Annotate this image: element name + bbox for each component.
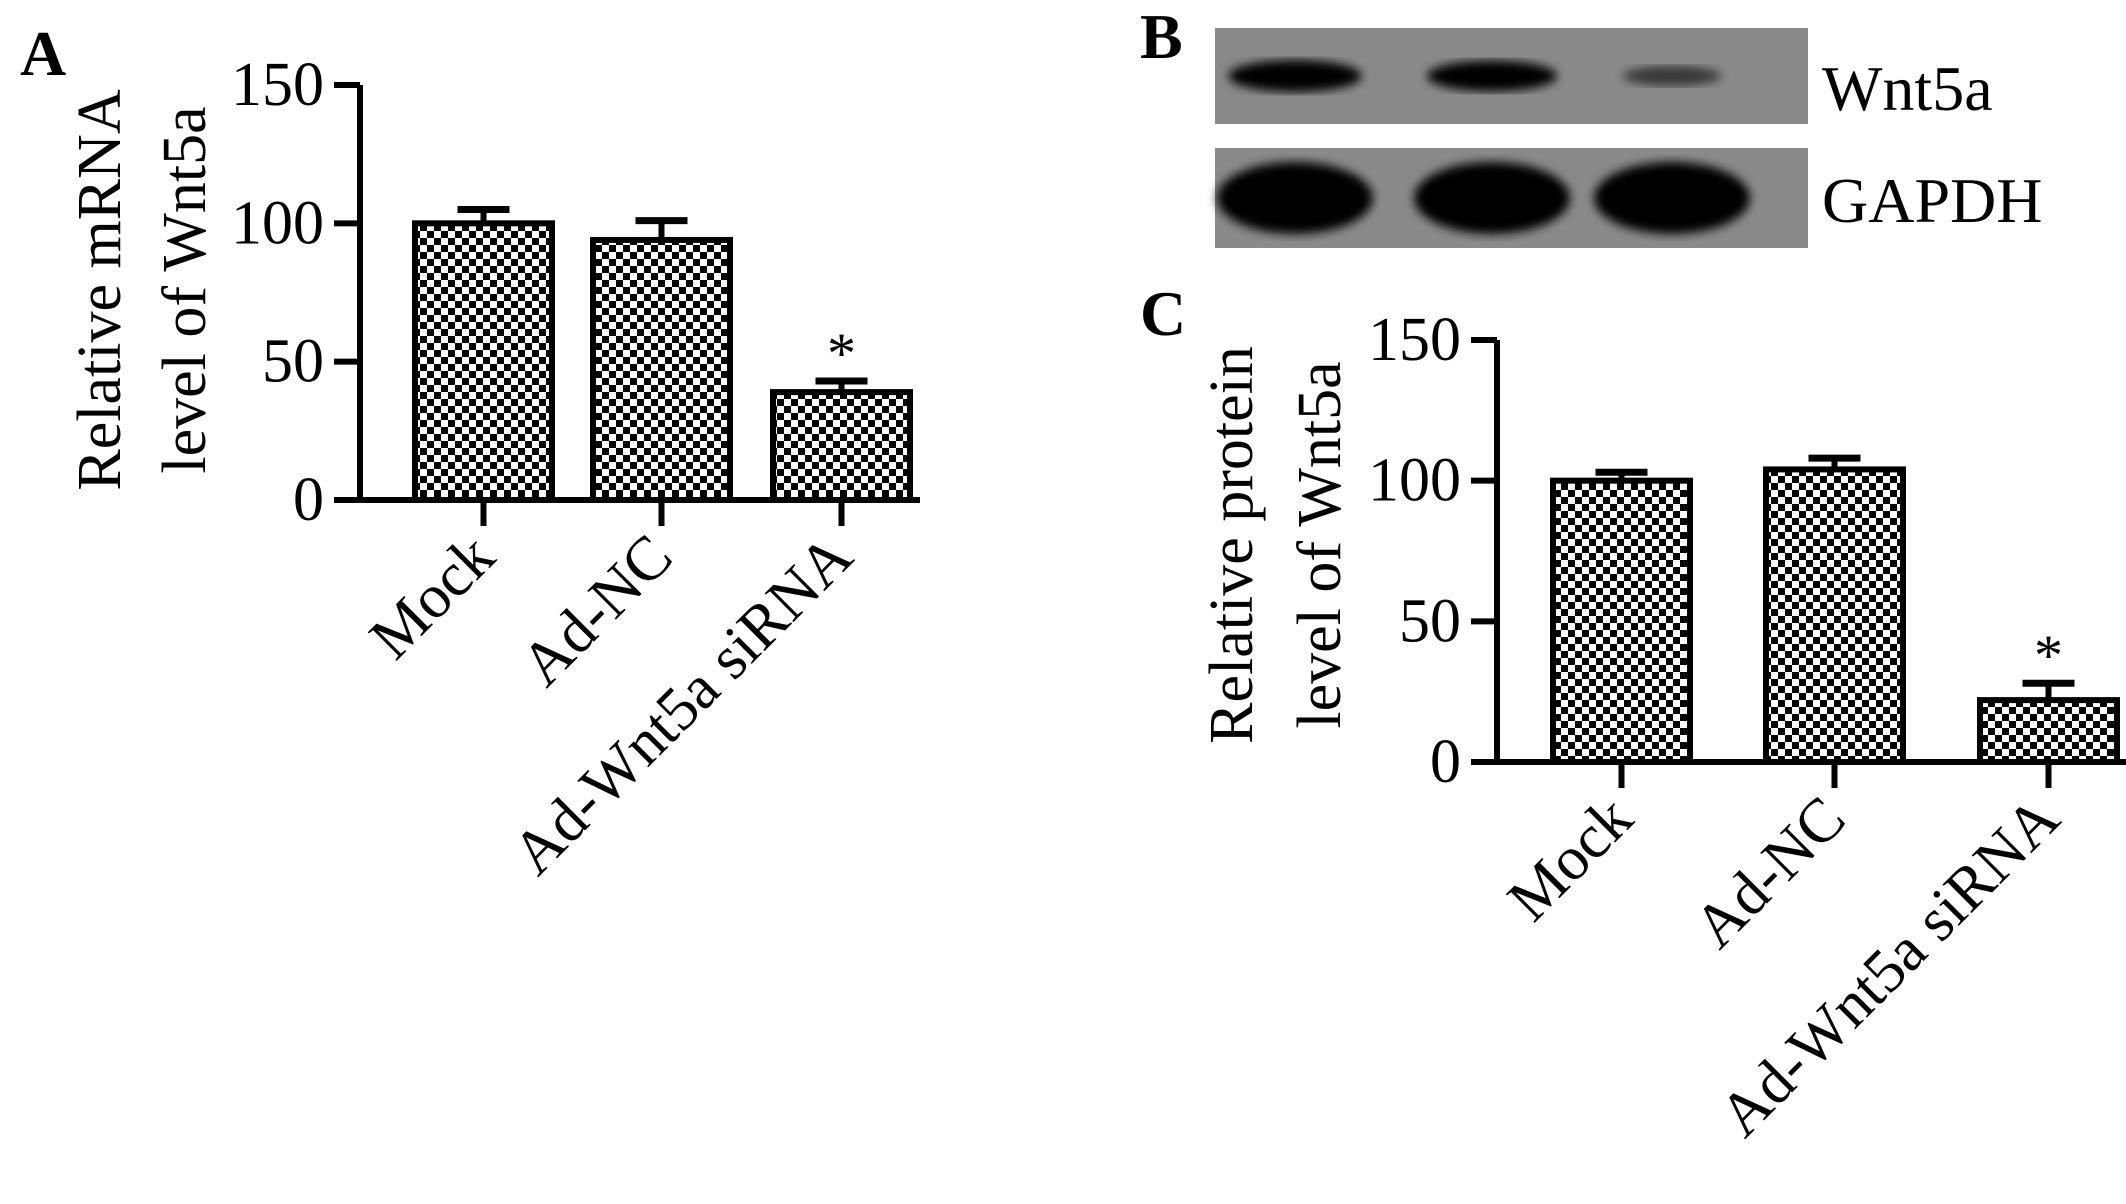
significance-marker: * <box>827 321 856 386</box>
x-tick-label: Ad-Wnt5a siRNA <box>500 522 866 888</box>
blot-band <box>1622 66 1722 86</box>
chart-a: 0 50 100 150 Relative mRNA level of Wnt5a Mock… <box>66 51 920 888</box>
bar <box>770 389 913 504</box>
blot-band <box>1426 60 1558 92</box>
y-tick-label: 100 <box>1368 447 1461 515</box>
blot-label-gapdh: GAPDH <box>1822 165 2042 236</box>
significance-marker: * <box>2034 623 2063 688</box>
y-tick-label: 50 <box>1399 587 1461 655</box>
y-tick-label: 50 <box>262 328 324 396</box>
western-blot: Wnt5a GAPDH <box>1215 28 2042 248</box>
panel-label-a: A <box>20 18 66 89</box>
y-tick-label: 0 <box>293 466 324 534</box>
y-tick-label: 0 <box>1430 728 1461 796</box>
x-tick-label: Mock <box>1495 784 1645 934</box>
blot-band <box>1217 162 1373 234</box>
x-tick-label: Ad-NC <box>1681 784 1858 961</box>
bar <box>1763 466 1906 765</box>
bar <box>1550 477 1693 765</box>
blot-label-wnt5a: Wnt5a <box>1822 53 1993 124</box>
bar <box>1977 697 2120 766</box>
blot-bands <box>1217 60 1750 234</box>
chart-c: 0 50 100 150 Relative protein level of Wnt5a M… <box>1198 306 2126 1150</box>
y-tick-label: 150 <box>1368 306 1461 374</box>
blot-band <box>1228 60 1362 92</box>
bar <box>590 236 733 504</box>
x-tick-label: Ad-NC <box>508 522 685 699</box>
y-axis-label: level of Wnt5a <box>1286 361 1354 728</box>
x-tick-label: Mock <box>357 522 507 672</box>
panel-label-c: C <box>1140 278 1186 349</box>
y-axis-label: Relative mRNA <box>66 89 134 490</box>
y-tick-label: 100 <box>231 189 324 257</box>
y-tick-label: 150 <box>231 51 324 119</box>
bar <box>412 220 555 503</box>
y-axis-label: Relative protein <box>1198 346 1266 744</box>
blot-band <box>1414 162 1570 234</box>
panel-label-b: B <box>1140 1 1183 72</box>
y-axis-label: level of Wnt5a <box>151 106 219 473</box>
blot-band <box>1594 162 1750 234</box>
